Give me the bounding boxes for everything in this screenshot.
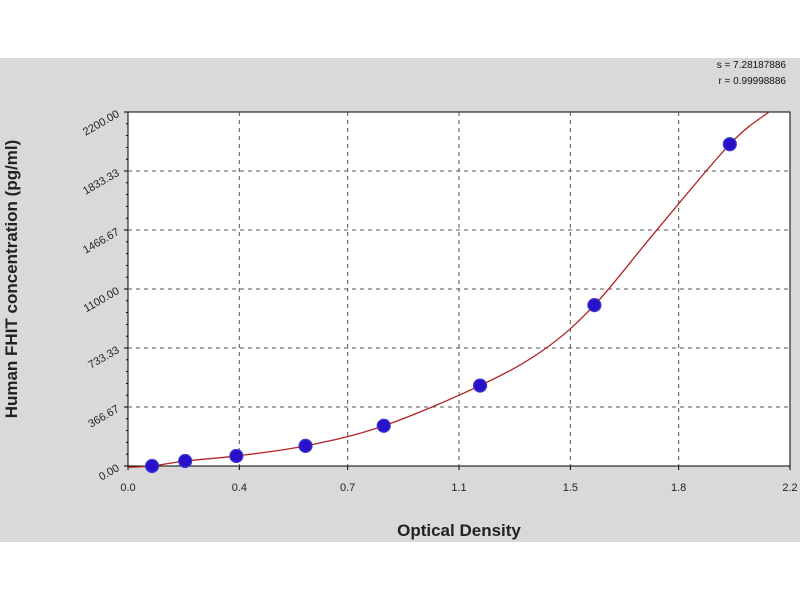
data-point [229, 448, 244, 464]
y-tick-label: 1466.67 [81, 226, 121, 256]
x-axis-title: Optical Density [397, 521, 521, 540]
y-tick-label: 0.00 [97, 462, 122, 483]
y-axis-title: Human FHIT concentration (pg/ml) [2, 140, 21, 419]
fit-statistics: s = 7.28187886 r = 0.99998886 [717, 58, 786, 90]
data-point [722, 137, 737, 152]
data-points [144, 137, 737, 474]
x-tick-label: 2.2 [782, 482, 797, 494]
data-point [144, 458, 160, 474]
y-tick-label: 1100.00 [82, 285, 122, 315]
grid-lines [128, 112, 790, 466]
x-tick-label: 1.8 [671, 482, 686, 494]
data-point [376, 418, 391, 433]
stat-r: r = 0.99998886 [718, 76, 786, 87]
x-tick-label: 0.4 [232, 482, 247, 494]
x-tick-label: 1.1 [451, 482, 466, 494]
x-tick-label: 0.0 [120, 482, 135, 494]
y-tick-label: 2200.00 [81, 108, 121, 138]
x-tick-label: 1.5 [563, 482, 578, 494]
data-point [587, 297, 602, 313]
data-point [298, 438, 313, 453]
x-tick-label: 0.7 [340, 482, 355, 494]
data-point [472, 378, 488, 393]
data-point [178, 453, 193, 469]
y-tick-label: 366.67 [86, 403, 121, 430]
stat-s: s = 7.28187886 [716, 60, 786, 71]
y-tick-label: 733.33 [86, 344, 121, 371]
y-tick-label: 1833.33 [81, 167, 121, 197]
